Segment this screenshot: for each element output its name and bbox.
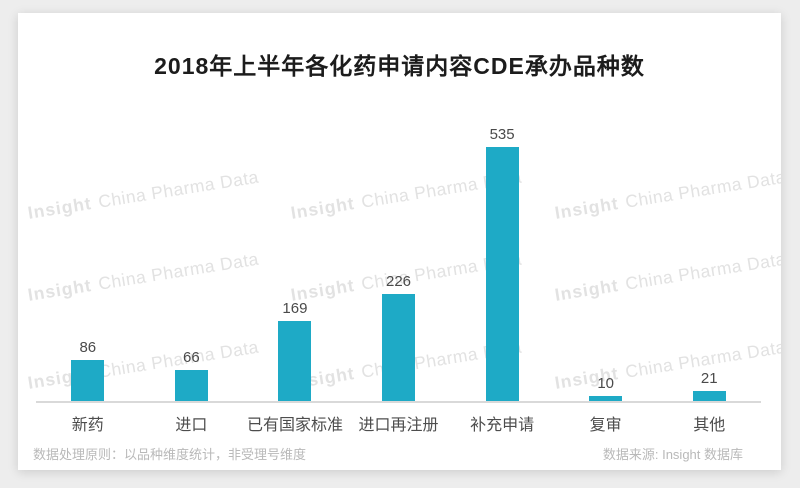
bar-column: 535 [450, 126, 554, 401]
bar-value-label: 66 [183, 349, 200, 366]
bar-column: 10 [554, 375, 658, 401]
bar [174, 370, 208, 401]
category-label: 进口 [175, 417, 208, 434]
category-label: 进口再注册 [358, 417, 439, 434]
bar-column: 169 [243, 300, 347, 401]
bar-value-label: 86 [79, 339, 97, 356]
footer-source-right: 数据来源: Insight 数据库 [602, 447, 743, 462]
bar-column: 66 [140, 349, 244, 401]
category-label: 复审 [589, 417, 622, 434]
bar [485, 147, 519, 401]
bar-column: 226 [347, 273, 451, 401]
bar [71, 360, 105, 401]
bar [692, 391, 726, 401]
chart-card: Insight China Pharma Data Insight China Pha… [18, 13, 781, 470]
bar-column: 86 [36, 339, 140, 401]
bar-value-label: 169 [282, 300, 308, 317]
x-axis-line [36, 401, 761, 403]
plot-area: 86 66 169 226 535 10 21 [36, 121, 761, 401]
category-label: 其他 [693, 417, 726, 434]
category-label: 补充申请 [470, 417, 535, 434]
category-label: 新药 [71, 417, 104, 434]
footer-note-left: 数据处理原则：以品种维度统计，非受理号维度 [33, 447, 307, 462]
bar-value-label: 226 [386, 273, 412, 290]
chart-title: 2018年上半年各化药申请内容CDE承办品种数 [154, 53, 645, 79]
bar-value-label: 535 [489, 126, 515, 143]
bar-column: 21 [657, 370, 761, 401]
category-label: 已有国家标准 [246, 417, 343, 434]
bar-value-label: 21 [700, 370, 718, 387]
category-labels: 新药 进口 已有国家标准 进口再注册 补充申请 复审 其他 [36, 411, 761, 435]
bar [589, 396, 623, 401]
bar-value-label: 10 [597, 375, 615, 392]
bar [382, 294, 416, 401]
bar [278, 321, 312, 401]
